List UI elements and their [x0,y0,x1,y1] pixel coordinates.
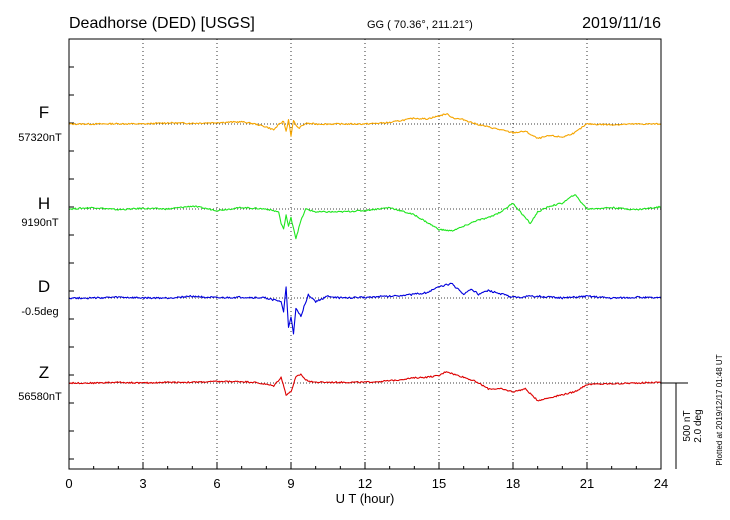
series-name-f: F [39,103,49,122]
series-name-h: H [38,194,50,213]
scale-bar: 500 nT 2.0 deg [661,382,704,469]
chart-title: Deadhorse (DED) [USGS] [69,15,255,32]
plotted-note: Plotted at 2019/12/17 01:48 UT [715,354,724,465]
x-tick-label: 24 [654,476,668,491]
x-tick-label: 12 [358,476,372,491]
chart-date: 2019/11/16 [582,15,661,32]
series-baseline-d: -0.5deg [21,306,58,318]
x-axis-label: U T (hour) [336,491,395,506]
series-line-h [68,194,662,240]
series-name-z: Z [39,363,49,382]
scale-label-deg: 2.0 deg [693,409,704,442]
x-tick-label: 21 [580,476,594,491]
grid [142,39,588,469]
series-layer: F 57320nT H 9190nT D -0.5deg Z 56580nT [18,103,662,403]
series-line-d [69,282,662,335]
x-tick-label: 0 [65,476,72,491]
plot-frame [68,38,662,470]
series-line-f [68,113,662,140]
series-line-z [68,371,661,402]
series-name-d: D [38,277,50,296]
station-coordinates: GG ( 70.36°, 211.21°) [367,19,473,31]
scale-label-nt: 500 nT [682,410,693,441]
x-tick-label: 15 [432,476,446,491]
x-tick-label: 9 [287,476,294,491]
x-tick-label: 6 [213,476,220,491]
x-tick-label: 18 [506,476,520,491]
series-baseline-f: 57320nT [18,132,62,144]
series-baseline-z: 56580nT [18,391,62,403]
series-baseline-h: 9190nT [21,217,59,229]
x-tick-label: 3 [139,476,146,491]
